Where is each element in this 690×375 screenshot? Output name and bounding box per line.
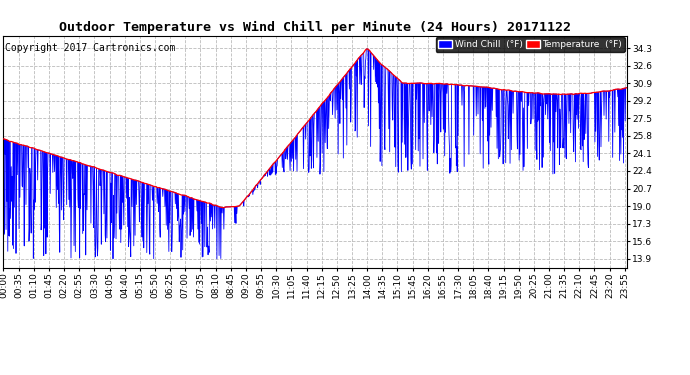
Legend: Wind Chill  (°F), Temperature  (°F): Wind Chill (°F), Temperature (°F)	[435, 38, 624, 52]
Text: Copyright 2017 Cartronics.com: Copyright 2017 Cartronics.com	[5, 43, 175, 52]
Title: Outdoor Temperature vs Wind Chill per Minute (24 Hours) 20171122: Outdoor Temperature vs Wind Chill per Mi…	[59, 21, 571, 34]
